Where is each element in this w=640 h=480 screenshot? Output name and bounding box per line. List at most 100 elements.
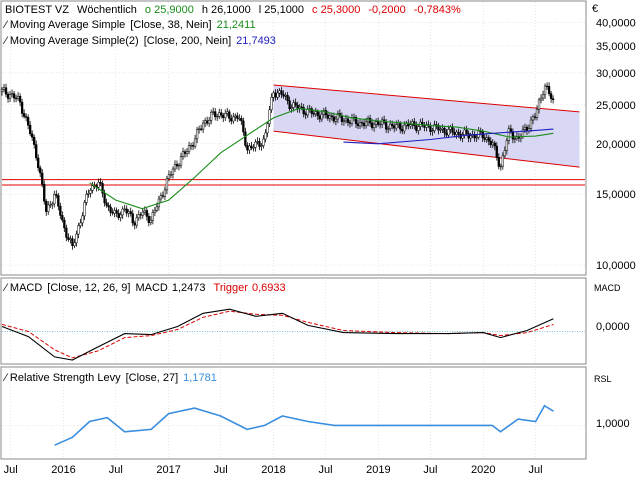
candle-body bbox=[145, 210, 148, 217]
candle-body bbox=[59, 205, 62, 216]
candle-body bbox=[541, 94, 545, 99]
candle-body bbox=[360, 122, 364, 124]
candle-body bbox=[316, 111, 319, 116]
candle-body bbox=[475, 136, 478, 139]
rsl-header: ⁄ Relative Strength Levy [Close, 27] 1,178… bbox=[2, 372, 630, 430]
candle-body bbox=[397, 123, 400, 125]
candle-body bbox=[212, 111, 215, 113]
candle-body bbox=[443, 127, 446, 134]
candle-body bbox=[47, 204, 50, 212]
candle-body bbox=[151, 211, 155, 221]
candle-body bbox=[304, 113, 307, 116]
time-tick-label: 2016 bbox=[51, 464, 75, 476]
candle-body bbox=[489, 140, 492, 146]
moving-averages bbox=[89, 107, 554, 210]
sma200-line bbox=[343, 128, 554, 145]
candle-body bbox=[51, 203, 54, 206]
candle-body bbox=[385, 122, 388, 130]
time-tick-label: 2017 bbox=[156, 464, 180, 476]
candle-body bbox=[129, 211, 132, 214]
channel-upper-line bbox=[273, 84, 580, 113]
candle-body bbox=[97, 182, 100, 188]
candle-body bbox=[262, 138, 265, 146]
low-value: l 25,1000 bbox=[259, 4, 304, 16]
candle-body bbox=[503, 150, 506, 157]
candle-body bbox=[358, 122, 362, 127]
candle-body bbox=[167, 174, 171, 180]
candle-body bbox=[368, 117, 372, 124]
channel-lower-line bbox=[273, 130, 580, 168]
candle-body bbox=[53, 194, 56, 205]
candle-body bbox=[131, 213, 134, 224]
candle-body bbox=[22, 113, 26, 117]
candle-body bbox=[183, 151, 187, 154]
candle-body bbox=[77, 225, 80, 235]
candle-body bbox=[364, 121, 368, 127]
candle-body bbox=[81, 215, 84, 224]
candle-body bbox=[539, 97, 543, 101]
candle-body bbox=[374, 121, 378, 125]
candle-body bbox=[10, 93, 14, 95]
candle-body bbox=[117, 212, 120, 218]
candle-body bbox=[181, 151, 185, 157]
candle-body bbox=[380, 119, 384, 125]
candle-body bbox=[226, 111, 229, 114]
candle-body bbox=[210, 112, 213, 121]
candle-body bbox=[356, 123, 360, 127]
price-tick-label: 10,0000 bbox=[596, 260, 636, 272]
candle-body bbox=[6, 93, 10, 99]
candle-body bbox=[521, 129, 525, 137]
candle-body bbox=[18, 96, 22, 103]
candle-body bbox=[399, 123, 402, 130]
candle-body bbox=[401, 128, 404, 132]
candle-body bbox=[336, 113, 340, 120]
candle-body bbox=[387, 128, 390, 130]
candle-body bbox=[115, 210, 118, 214]
candle-body bbox=[101, 183, 104, 194]
candle-body bbox=[415, 125, 418, 131]
candle-body bbox=[65, 227, 68, 238]
support-lines bbox=[2, 179, 585, 186]
candle-body bbox=[41, 172, 44, 185]
candle-body bbox=[238, 118, 241, 120]
candle-body bbox=[429, 125, 432, 132]
candle-body bbox=[457, 131, 460, 135]
candle-body bbox=[417, 126, 420, 131]
candle-body bbox=[216, 115, 219, 118]
candle-body bbox=[55, 194, 58, 196]
x-axis-labels: Jul 2016 Jul 2017 Jul 2018 Jul 2019 Jul 2020 Jul bbox=[4, 464, 543, 476]
candle-body bbox=[169, 174, 173, 176]
candle-body bbox=[288, 100, 291, 110]
macd-header: ⁄ MACD [Close, 12, 26, 9] MACD 1,2473 Trigge… bbox=[2, 282, 630, 333]
candle-body bbox=[286, 95, 289, 101]
candle-body bbox=[513, 138, 517, 140]
candle-body bbox=[403, 124, 406, 132]
candle-body bbox=[455, 131, 458, 135]
instrument-name: BIOTEST VZ bbox=[5, 4, 69, 16]
candle-body bbox=[332, 116, 336, 122]
candle-body bbox=[107, 204, 110, 208]
candle-body bbox=[147, 216, 150, 223]
candle-body bbox=[292, 102, 295, 108]
candle-body bbox=[268, 109, 271, 125]
candle-body bbox=[549, 93, 553, 99]
candle-body bbox=[260, 145, 263, 147]
candle-body bbox=[201, 122, 205, 130]
candle-body bbox=[461, 134, 464, 139]
candle-body bbox=[203, 120, 207, 124]
candle-body bbox=[37, 157, 40, 169]
candle-body bbox=[43, 184, 46, 202]
candle-body bbox=[282, 94, 285, 97]
candle-body bbox=[242, 120, 245, 133]
candle-body bbox=[113, 210, 116, 214]
candle-body bbox=[26, 117, 30, 126]
candle-body bbox=[149, 219, 152, 223]
rsl-axis-label: RSL bbox=[594, 374, 612, 384]
macd-trigger-line bbox=[1, 310, 554, 359]
candle-body bbox=[378, 123, 382, 126]
candle-body bbox=[437, 125, 440, 131]
candle-body bbox=[133, 222, 136, 226]
candle-body bbox=[525, 126, 529, 132]
candle-body bbox=[232, 116, 235, 122]
candle-body bbox=[165, 178, 169, 191]
